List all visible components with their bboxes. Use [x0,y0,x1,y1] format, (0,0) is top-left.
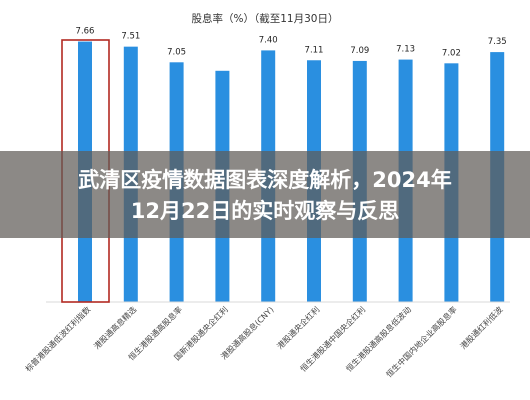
value-label-7: 7.09 [350,46,369,56]
headline-text: 武清区疫情数据图表深度解析，2024年 12月22日的实时观察与反思 [18,165,512,227]
headline-banner [0,151,530,238]
chart-title: 股息率（%）（截至11月30日） [191,13,339,25]
x-tick-label-10: 港股通红利低波 [458,304,505,351]
value-label-10: 7.35 [488,37,507,47]
x-tick-label-6: 港股通央企红利 [275,304,322,351]
value-label-9: 7.02 [442,48,461,58]
value-label-8: 7.13 [396,45,415,55]
value-label-5: 7.40 [259,35,278,45]
x-tick-label-1: 标普港股通低波红利指数 [23,304,92,373]
value-label-2: 7.51 [121,32,140,42]
headline-line-2: 12月22日的实时观察与反思 [130,199,400,223]
x-tick-labels-layer: 标普港股通低波红利指数 港股通高息精选恒生港股通高股息率国新港股通央企红利港股通高… [23,304,504,379]
value-label-6: 7.11 [305,45,324,55]
headline-line-1: 武清区疫情数据图表深度解析，2024年 [78,168,452,192]
x-tick-label-2: 港股通高息精选 [92,304,139,351]
value-label-1: 7.66 [76,27,95,37]
value-labels-layer: 7.66 7.51 7.05 7.40 7.11 7.09 7.13 7.02 7.35 [76,27,507,59]
value-label-3: 7.05 [167,47,186,57]
